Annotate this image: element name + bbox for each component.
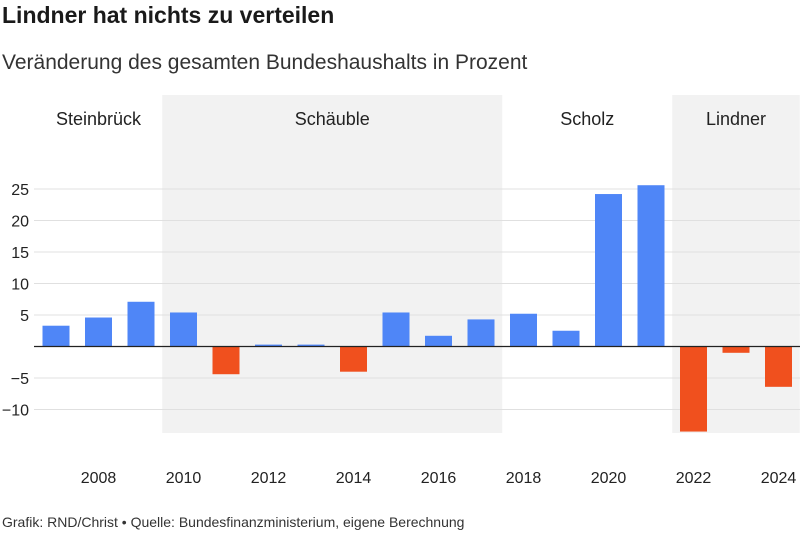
x-tick-label: 2020 [591, 470, 627, 487]
bar-2022 [680, 346, 707, 432]
bar-2013 [297, 344, 325, 347]
y-tick-label: 5 [20, 308, 29, 325]
bar-2015 [382, 312, 410, 347]
y-axis-ticks: −10 −5 5 10 15 20 25 [2, 182, 29, 420]
bar-2023 [722, 346, 750, 353]
x-tick-label: 2014 [336, 470, 372, 487]
bar-2018 [510, 313, 537, 347]
y-tick-label: 15 [11, 245, 29, 262]
bar-2024 [765, 346, 792, 387]
bar-2010 [170, 312, 197, 347]
y-tick-label: −10 [2, 403, 29, 420]
gridlines [34, 188, 800, 410]
bar-2009 [127, 301, 155, 347]
bar-2007 [42, 325, 70, 347]
x-tick-label: 2012 [251, 470, 287, 487]
bar-2008 [85, 317, 112, 347]
bar-2017 [467, 319, 495, 347]
x-tick-label: 2016 [421, 470, 457, 487]
period-label: Lindner [706, 109, 766, 129]
bars [42, 185, 792, 432]
bar-2011 [212, 346, 240, 375]
x-axis-ticks: 2008 2010 2012 2014 2016 2018 2020 2022 2024 [81, 470, 797, 487]
x-tick-label: 2022 [676, 470, 712, 487]
period-label: Steinbrück [56, 109, 142, 129]
chart-subtitle: Veränderung des gesamten Bundeshaushalts… [2, 51, 528, 74]
bar-2019 [552, 330, 580, 347]
x-tick-label: 2010 [166, 470, 202, 487]
bar-2012 [255, 344, 282, 347]
y-tick-label: 25 [11, 182, 29, 199]
y-tick-label: −5 [11, 371, 29, 388]
bar-2014 [340, 346, 367, 372]
source-note: Grafik: RND/Christ • Quelle: Bundesfinan… [2, 514, 465, 530]
bar-2016 [425, 335, 452, 347]
x-tick-label: 2018 [506, 470, 542, 487]
period-shade-schäuble [162, 95, 503, 433]
chart-title: Lindner hat nichts zu verteilen [2, 2, 335, 28]
period-label: Schäuble [295, 109, 370, 129]
bar-2020 [595, 194, 622, 347]
y-tick-label: 20 [11, 214, 29, 231]
x-tick-label: 2024 [761, 470, 797, 487]
x-tick-label: 2008 [81, 470, 117, 487]
period-labels: Steinbrück Schäuble Scholz Lindner [56, 109, 766, 129]
y-tick-label: 10 [11, 277, 29, 294]
bar-2021 [637, 185, 665, 347]
period-label: Scholz [560, 109, 614, 129]
